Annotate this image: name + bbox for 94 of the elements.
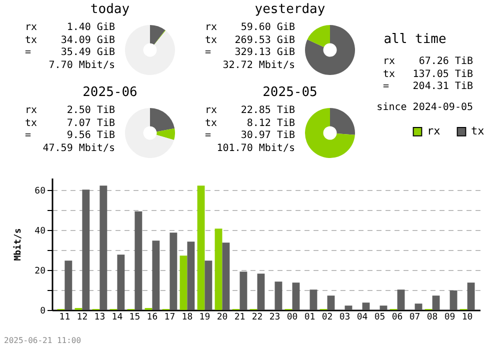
bar	[450, 290, 458, 310]
x-tick-label: 11	[59, 312, 70, 322]
bar	[152, 240, 160, 310]
bar	[257, 274, 265, 310]
x-tick-label: 01	[304, 312, 316, 322]
bar	[432, 296, 440, 310]
text: rx 22.85 TiB	[205, 105, 295, 116]
text: = 329.13 GiB	[205, 47, 295, 58]
bar	[327, 296, 335, 310]
text: all time	[382, 32, 448, 47]
chart-title: 2025-05	[262, 85, 318, 100]
x-tick-label: 20	[216, 312, 228, 322]
donut-slice	[330, 108, 355, 135]
donut-slice	[150, 108, 175, 132]
donut-slice	[305, 25, 355, 75]
x-tick-label: 02	[322, 312, 333, 322]
bar	[380, 306, 388, 310]
y-tick-label: 0	[40, 306, 46, 316]
bar	[292, 282, 300, 310]
text: rx 2.50 TiB	[25, 105, 115, 116]
x-tick-label: 00	[286, 312, 298, 322]
bar	[117, 254, 125, 310]
chart-title: today	[89, 2, 131, 17]
x-tick-label: 13	[94, 312, 106, 322]
legend-label: rx	[427, 124, 441, 138]
x-tick-label: 09	[444, 312, 456, 322]
text: 101.70 Mbit/s	[216, 142, 295, 154]
bar	[170, 232, 178, 310]
text: = 35.49 GiB	[25, 47, 115, 58]
x-tick-label: 12	[76, 312, 88, 322]
chart-title: yesterday	[254, 2, 326, 17]
x-tick-label: 16	[146, 312, 158, 322]
y-tick-label: 40	[34, 226, 46, 236]
donut-slice	[125, 25, 175, 75]
bar	[82, 190, 90, 310]
text: tx 34.09 GiB	[25, 34, 115, 46]
bar	[134, 211, 142, 310]
text: rx 67.26 TiB	[383, 56, 473, 67]
legend-label: tx	[471, 124, 485, 138]
text: 2025-06-21 11:00	[4, 336, 82, 345]
donut-slice	[125, 108, 174, 158]
bar	[214, 228, 222, 310]
text: = 9.56 TiB	[25, 130, 115, 141]
x-tick-label: 22	[252, 312, 263, 322]
bar	[414, 304, 422, 310]
x-tick-label: 19	[199, 312, 210, 322]
x-tick-label: 23	[269, 312, 280, 322]
x-tick-label: 14	[112, 312, 123, 322]
bar	[467, 282, 475, 310]
chart-title: 2025-06	[82, 85, 138, 100]
text: = 204.31 TiB	[383, 81, 473, 92]
bar	[397, 290, 405, 310]
bar	[187, 242, 195, 310]
donut-slice	[154, 30, 166, 45]
bar	[274, 282, 282, 310]
bar	[100, 186, 108, 310]
x-tick-label: 10	[462, 312, 473, 322]
text: tx 8.12 TiB	[205, 118, 295, 128]
x-tick-label: 17	[164, 312, 176, 322]
text: since 2024-09-05	[376, 102, 473, 114]
y-tick-label: 60	[34, 186, 46, 196]
x-tick-label: 21	[234, 312, 246, 322]
donut-slice	[307, 25, 330, 48]
bar	[222, 242, 230, 310]
x-tick-label: 07	[409, 312, 420, 322]
bar	[362, 302, 370, 310]
text: 32.72 Mbit/s	[222, 60, 295, 72]
donut-slice	[156, 128, 175, 140]
bar	[310, 290, 318, 310]
donut-slice	[305, 108, 355, 158]
bar	[197, 186, 205, 310]
donut-slice	[150, 25, 166, 45]
y-tick-label: 20	[34, 266, 46, 276]
bar	[240, 272, 248, 310]
x-tick-label: 18	[182, 312, 193, 322]
text: rx 59.60 GiB	[205, 22, 295, 33]
text: tx 269.53 GiB	[205, 34, 295, 46]
x-tick-label: 04	[356, 312, 368, 322]
x-tick-label: 03	[339, 312, 350, 322]
text: tx 137.05 TiB	[383, 68, 473, 80]
x-tick-label: 08	[426, 312, 438, 322]
x-tick-label: 06	[392, 312, 403, 322]
text: 47.59 Mbit/s	[42, 142, 115, 154]
text: = 30.97 TiB	[205, 130, 295, 141]
text: rx 1.40 GiB	[25, 22, 115, 33]
bar	[64, 260, 72, 310]
x-tick-label: 05	[374, 312, 386, 322]
bar	[180, 256, 188, 310]
bar	[204, 260, 212, 310]
x-tick-label: 15	[129, 312, 140, 322]
text: 7.70 Mbit/s	[48, 60, 115, 72]
y-axis-title: Mbit/s	[12, 228, 24, 261]
text: tx 7.07 TiB	[25, 118, 115, 128]
bar	[344, 306, 352, 310]
